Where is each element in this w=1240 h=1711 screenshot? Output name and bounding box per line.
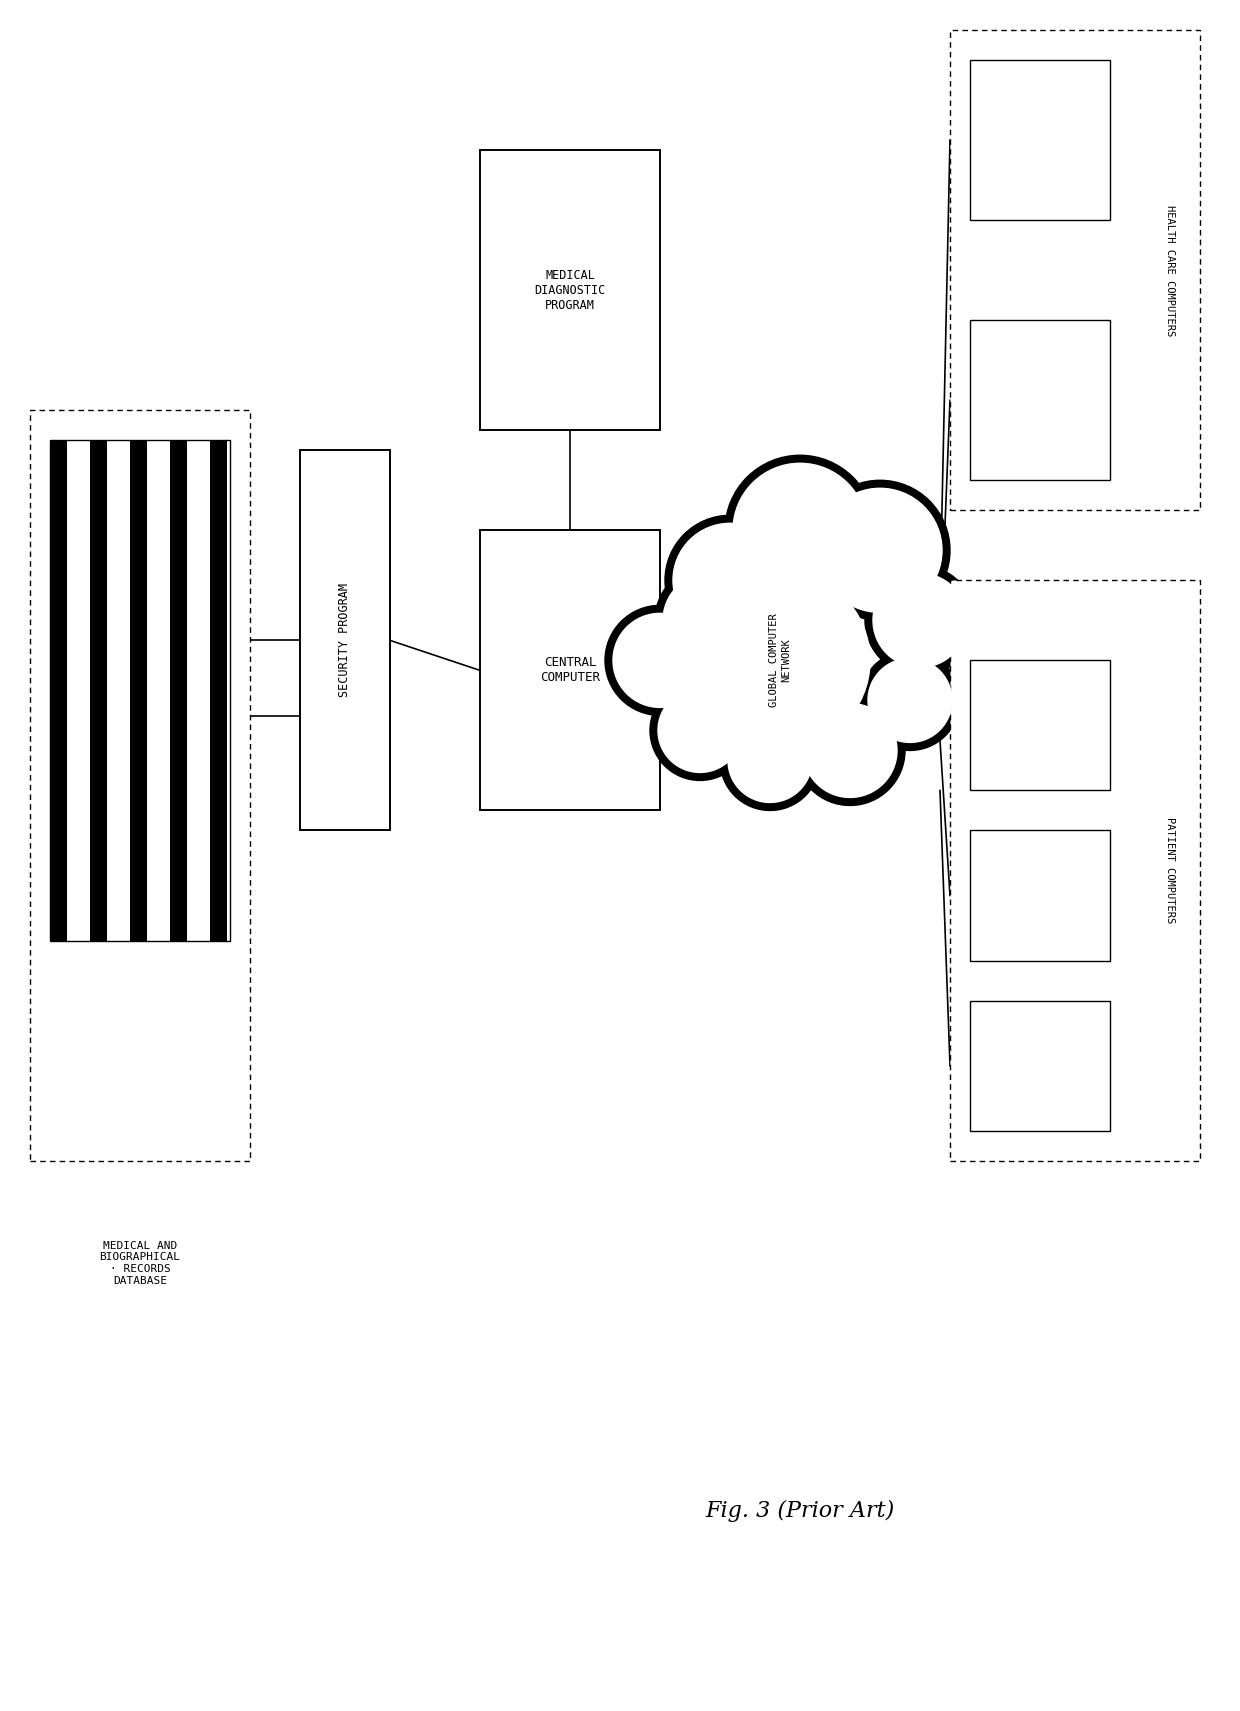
Circle shape [733,464,867,597]
Circle shape [873,573,967,667]
Bar [480,151,660,429]
Text: HEALTH CARE COMPUTERS: HEALTH CARE COMPUTERS [1166,205,1176,335]
Text: CENTRAL
COMPUTER: CENTRAL COMPUTER [539,657,600,684]
Bar [970,320,1110,481]
Circle shape [605,606,715,715]
Text: MEDICAL AND
BIOGRAPHICAL
· RECORDS
DATABASE: MEDICAL AND BIOGRAPHICAL · RECORDS DATAB… [99,1240,181,1285]
Bar [50,440,229,941]
Circle shape [655,565,765,676]
Bar [300,450,391,830]
Circle shape [866,565,975,676]
Bar [30,411,250,1160]
Circle shape [861,650,960,751]
Bar [130,440,148,941]
Circle shape [665,515,795,645]
Circle shape [658,688,742,772]
Bar [950,31,1200,510]
Circle shape [868,659,952,743]
Circle shape [720,710,820,811]
Circle shape [810,481,950,621]
Circle shape [725,455,875,606]
Circle shape [728,719,812,802]
Circle shape [650,681,750,780]
Circle shape [804,703,897,797]
Text: PATIENT COMPUTERS: PATIENT COMPUTERS [1166,818,1176,924]
Bar [50,440,67,941]
Bar [950,580,1200,1160]
Bar [970,660,1110,790]
Bar [170,440,187,941]
Text: Fig. 3 (Prior Art): Fig. 3 (Prior Art) [706,1501,894,1521]
Bar [91,440,107,941]
Bar [210,440,227,941]
Circle shape [613,613,707,707]
Circle shape [795,695,905,806]
Circle shape [689,570,870,751]
Text: MEDICAL
DIAGNOSTIC
PROGRAM: MEDICAL DIAGNOSTIC PROGRAM [534,269,605,311]
Circle shape [818,488,942,613]
Bar [970,60,1110,221]
Text: GLOBAL COMPUTER
NETWORK: GLOBAL COMPUTER NETWORK [769,614,791,707]
Bar [480,530,660,811]
Circle shape [663,573,756,667]
Bar [970,830,1110,960]
Bar [970,1001,1110,1131]
Text: SECURITY PROGRAM: SECURITY PROGRAM [339,583,351,698]
Circle shape [673,524,787,638]
